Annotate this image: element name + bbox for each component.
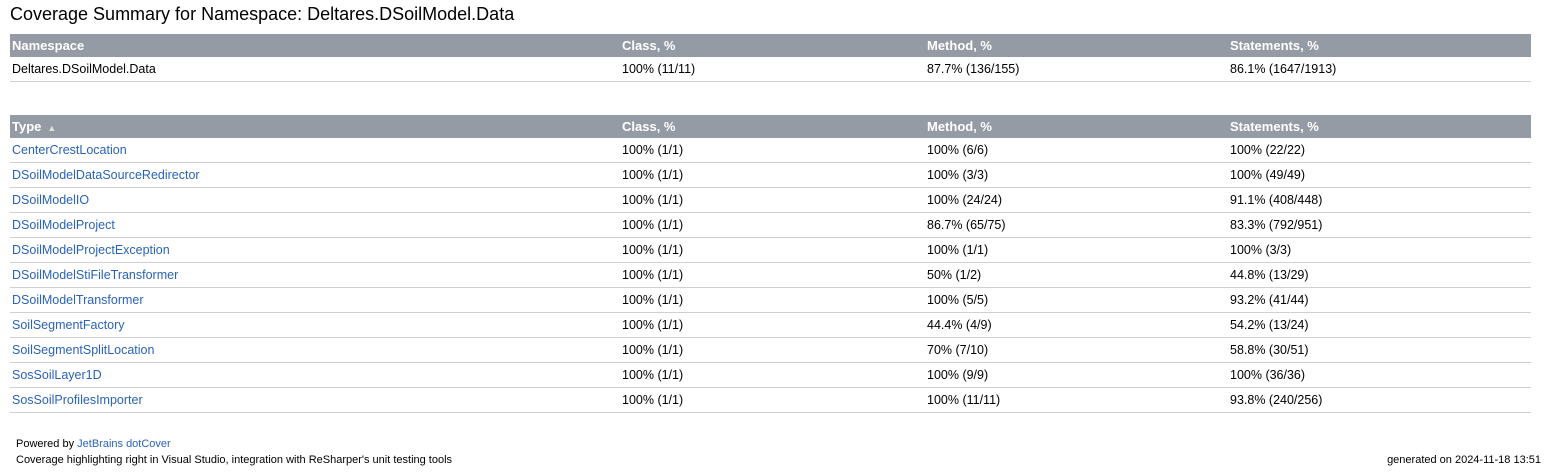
type-name: DSoilModelStiFileTransformer bbox=[10, 262, 620, 288]
namespace-statements: 86.1% (1647/1913) bbox=[1228, 57, 1531, 82]
type-table: Type ▲ Class, % Method, % Statements, % C… bbox=[10, 115, 1531, 413]
header-statements[interactable]: Statements, % bbox=[1228, 115, 1531, 138]
type-link[interactable]: DSoilModelIO bbox=[12, 193, 90, 207]
type-link[interactable]: DSoilModelStiFileTransformer bbox=[12, 268, 179, 282]
type-statements: 100% (22/22) bbox=[1228, 138, 1531, 163]
type-class: 100% (1/1) bbox=[620, 187, 925, 213]
table-row: CenterCrestLocation 100% (1/1) 100% (6/6) 1… bbox=[10, 138, 1531, 163]
table-row: DSoilModelIO 100% (1/1) 100% (24/24) 91.1% … bbox=[10, 187, 1531, 213]
type-link[interactable]: SosSoilProfilesImporter bbox=[12, 393, 143, 407]
header-class[interactable]: Class, % bbox=[620, 34, 925, 57]
type-statements: 93.2% (41/44) bbox=[1228, 287, 1531, 313]
powered-by: Powered by JetBrains dotCover bbox=[16, 438, 171, 450]
table-row: DSoilModelProjectException 100% (1/1) 100%… bbox=[10, 237, 1531, 263]
page-title: Coverage Summary for Namespace: Deltares… bbox=[10, 4, 515, 24]
type-method: 100% (9/9) bbox=[925, 362, 1228, 388]
header-type[interactable]: Type ▲ bbox=[10, 115, 620, 138]
namespace-class: 100% (11/11) bbox=[620, 57, 925, 82]
table-row: SosSoilProfilesImporter 100% (1/1) 100% (1… bbox=[10, 387, 1531, 413]
powered-by-label: Powered by bbox=[16, 438, 78, 450]
type-statements: 93.8% (240/256) bbox=[1228, 387, 1531, 413]
table-row: DSoilModelTransformer 100% (1/1) 100% (5/5… bbox=[10, 287, 1531, 313]
type-link[interactable]: DSoilModelTransformer bbox=[12, 293, 144, 307]
table-row: DSoilModelStiFileTransformer 100% (1/1) 50… bbox=[10, 262, 1531, 288]
type-name: SoilSegmentFactory bbox=[10, 312, 620, 338]
type-link[interactable]: SoilSegmentFactory bbox=[12, 318, 125, 332]
type-statements: 100% (3/3) bbox=[1228, 237, 1531, 263]
generated-timestamp: generated on 2024-11-18 13:51 bbox=[1387, 454, 1541, 466]
type-method: 100% (11/11) bbox=[925, 387, 1228, 413]
type-method: 70% (7/10) bbox=[925, 337, 1228, 363]
header-method[interactable]: Method, % bbox=[925, 34, 1228, 57]
table-row: SosSoilLayer1D 100% (1/1) 100% (9/9) 100% (… bbox=[10, 362, 1531, 388]
type-method: 100% (1/1) bbox=[925, 237, 1228, 263]
namespace-row: Deltares.DSoilModel.Data 100% (11/11) 87… bbox=[10, 57, 1531, 82]
type-link[interactable]: SosSoilLayer1D bbox=[12, 368, 102, 382]
type-name: SosSoilLayer1D bbox=[10, 362, 620, 388]
table-row: SoilSegmentSplitLocation 100% (1/1) 70% (7… bbox=[10, 337, 1531, 363]
header-method[interactable]: Method, % bbox=[925, 115, 1228, 138]
header-statements[interactable]: Statements, % bbox=[1228, 34, 1531, 57]
type-method: 100% (6/6) bbox=[925, 138, 1228, 163]
type-statements: 91.1% (408/448) bbox=[1228, 187, 1531, 213]
header-class[interactable]: Class, % bbox=[620, 115, 925, 138]
dotcover-link[interactable]: JetBrains dotCover bbox=[77, 438, 171, 450]
tagline: Coverage highlighting right in Visual St… bbox=[16, 454, 453, 466]
type-link[interactable]: SoilSegmentSplitLocation bbox=[12, 343, 155, 357]
type-statements: 58.8% (30/51) bbox=[1228, 337, 1531, 363]
type-name: SosSoilProfilesImporter bbox=[10, 387, 620, 413]
type-class: 100% (1/1) bbox=[620, 237, 925, 263]
type-statements: 44.8% (13/29) bbox=[1228, 262, 1531, 288]
type-link[interactable]: DSoilModelProjectException bbox=[12, 243, 170, 257]
type-name: DSoilModelProjectException bbox=[10, 237, 620, 263]
namespace-name: Deltares.DSoilModel.Data bbox=[10, 57, 620, 82]
type-name: DSoilModelProject bbox=[10, 212, 620, 238]
type-class: 100% (1/1) bbox=[620, 138, 925, 163]
type-method: 100% (5/5) bbox=[925, 287, 1228, 313]
namespace-header-row: Namespace Class, % Method, % Statements,… bbox=[10, 34, 1531, 57]
type-link[interactable]: DSoilModelProject bbox=[12, 218, 115, 232]
type-header-row: Type ▲ Class, % Method, % Statements, % bbox=[10, 115, 1531, 138]
type-method: 50% (1/2) bbox=[925, 262, 1228, 288]
type-class: 100% (1/1) bbox=[620, 337, 925, 363]
sort-ascending-icon: ▲ bbox=[47, 123, 57, 133]
type-method: 100% (3/3) bbox=[925, 162, 1228, 188]
type-class: 100% (1/1) bbox=[620, 312, 925, 338]
type-class: 100% (1/1) bbox=[620, 362, 925, 388]
type-name: DSoilModelDataSourceRedirector bbox=[10, 162, 620, 188]
header-namespace[interactable]: Namespace bbox=[10, 34, 620, 57]
namespace-table: Namespace Class, % Method, % Statements,… bbox=[10, 34, 1531, 82]
table-row: SoilSegmentFactory 100% (1/1) 44.4% (4/9) 5… bbox=[10, 312, 1531, 338]
table-row: DSoilModelDataSourceRedirector 100% (1/1)… bbox=[10, 162, 1531, 188]
type-method: 100% (24/24) bbox=[925, 187, 1228, 213]
type-name: DSoilModelIO bbox=[10, 187, 620, 213]
type-method: 86.7% (65/75) bbox=[925, 212, 1228, 238]
type-statements: 54.2% (13/24) bbox=[1228, 312, 1531, 338]
type-name: SoilSegmentSplitLocation bbox=[10, 337, 620, 363]
namespace-method: 87.7% (136/155) bbox=[925, 57, 1228, 82]
header-type-label: Type bbox=[12, 119, 42, 134]
type-class: 100% (1/1) bbox=[620, 212, 925, 238]
type-statements: 100% (36/36) bbox=[1228, 362, 1531, 388]
type-link[interactable]: CenterCrestLocation bbox=[12, 143, 127, 157]
type-name: CenterCrestLocation bbox=[10, 138, 620, 163]
type-class: 100% (1/1) bbox=[620, 162, 925, 188]
type-statements: 83.3% (792/951) bbox=[1228, 212, 1531, 238]
type-statements: 100% (49/49) bbox=[1228, 162, 1531, 188]
type-class: 100% (1/1) bbox=[620, 262, 925, 288]
type-class: 100% (1/1) bbox=[620, 387, 925, 413]
type-name: DSoilModelTransformer bbox=[10, 287, 620, 313]
table-row: DSoilModelProject 100% (1/1) 86.7% (65/75)… bbox=[10, 212, 1531, 238]
type-class: 100% (1/1) bbox=[620, 287, 925, 313]
type-link[interactable]: DSoilModelDataSourceRedirector bbox=[12, 168, 200, 182]
type-method: 44.4% (4/9) bbox=[925, 312, 1228, 338]
